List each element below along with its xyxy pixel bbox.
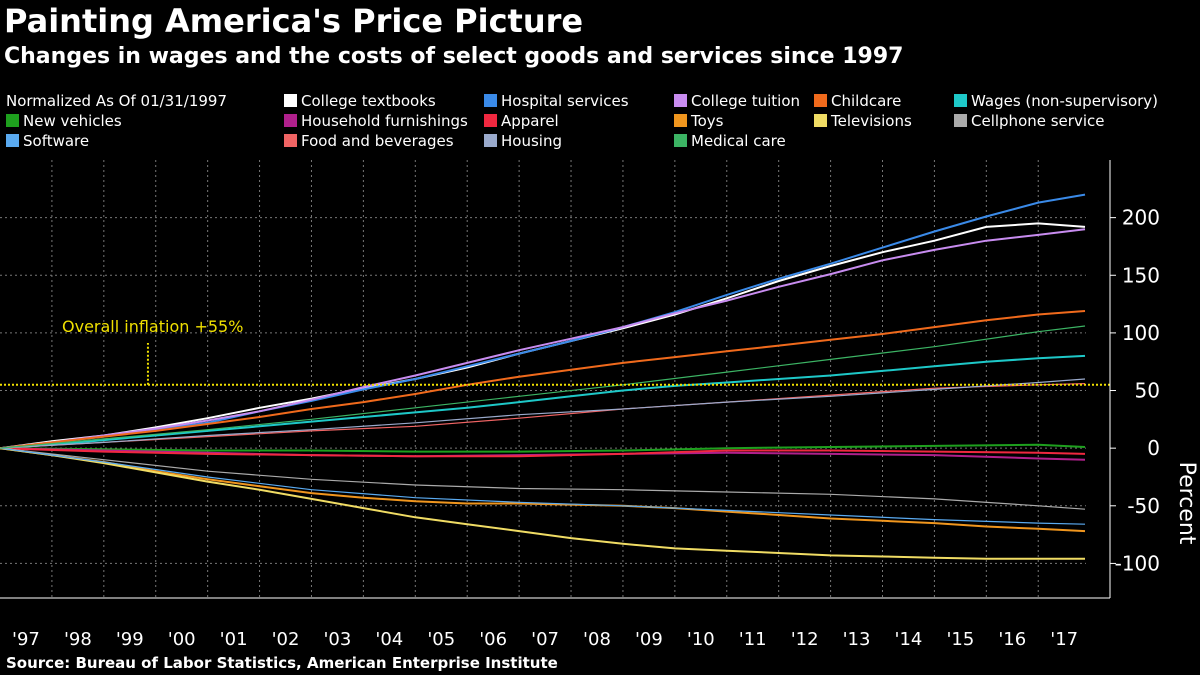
x-tick-label: '11 (739, 629, 767, 650)
line-chart: Overall inflation +55% 200 150 100 50 0 -50 -1… (0, 160, 1199, 650)
legend-item: New vehicles (6, 111, 122, 131)
legend-label: College textbooks (301, 92, 436, 110)
legend: Normalized As Of 01/31/1997 College text… (6, 91, 1196, 153)
inflation-annotation: Overall inflation +55% (62, 317, 243, 336)
x-tick-label: '05 (427, 629, 455, 650)
legend-label: Software (23, 132, 90, 150)
series-line (0, 447, 1086, 458)
legend-label: Food and beverages (301, 132, 454, 150)
series-line (0, 193, 1086, 450)
series-line (0, 447, 1085, 560)
legend-item: Household furnishings (284, 111, 468, 131)
source-note: Source: Bureau of Labor Statistics, Amer… (6, 654, 558, 672)
series-line (0, 443, 1086, 453)
x-tick-label: '10 (687, 629, 715, 650)
legend-item: Wages (non-supervisory) (954, 91, 1158, 111)
legend-swatch (284, 134, 297, 147)
legend-swatch (284, 114, 297, 127)
x-tick-label: '06 (479, 629, 507, 650)
series-lines (0, 193, 1086, 560)
series-line (0, 378, 1086, 449)
legend-label: Childcare (831, 92, 902, 110)
legend-item: Medical care (674, 131, 786, 151)
x-tick-label: '00 (168, 629, 196, 650)
y-tick-label: 0 (1147, 436, 1160, 460)
legend-swatch (484, 94, 497, 107)
x-tick-label: '14 (895, 629, 923, 650)
legend-swatch (674, 134, 687, 147)
grid (0, 160, 1086, 598)
legend-item: Cellphone service (954, 111, 1104, 131)
y-tick-label: -50 (1127, 494, 1160, 518)
legend-item: Software (6, 131, 89, 151)
legend-swatch (284, 94, 297, 107)
series-line (0, 325, 1086, 449)
x-tick-label: '08 (583, 629, 611, 650)
legend-swatch (6, 134, 19, 147)
series-line (0, 383, 1086, 449)
x-tick-label: '99 (116, 629, 144, 650)
legend-label: Wages (non-supervisory) (971, 92, 1159, 110)
x-tick-label: '17 (1050, 629, 1078, 650)
legend-swatch (814, 114, 827, 127)
chart-subtitle: Changes in wages and the costs of select… (4, 44, 904, 69)
x-tick-label: '12 (791, 629, 819, 650)
y-tick-label: 200 (1122, 206, 1160, 230)
legend-label: Televisions (831, 112, 912, 130)
legend-swatch (484, 134, 497, 147)
series-line (0, 354, 1086, 450)
y-tick-label: -100 (1115, 551, 1160, 575)
legend-label: Household furnishings (301, 112, 468, 130)
y-axis-label: Percent (1174, 462, 1199, 545)
y-tick-label: 100 (1122, 321, 1160, 345)
axes: 200 150 100 50 0 -50 -100 '97 '98 '99 '00 '01 '02 '03… (0, 160, 1160, 650)
legend-item: Apparel (484, 111, 559, 131)
x-tick-label: '09 (635, 629, 663, 650)
legend-label: New vehicles (23, 112, 122, 130)
series-line (0, 228, 1086, 450)
legend-item: Hospital services (484, 91, 629, 111)
series-line (0, 310, 1086, 450)
series-line (0, 447, 1086, 510)
x-tick-label: '13 (843, 629, 871, 650)
x-tick-label: '03 (323, 629, 351, 650)
legend-item: College tuition (674, 91, 800, 111)
legend-item: Televisions (814, 111, 912, 131)
x-tick-label: '04 (375, 629, 403, 650)
legend-swatch (674, 114, 687, 127)
x-tick-label: '97 (12, 629, 40, 650)
y-tick-label: 150 (1122, 263, 1160, 287)
x-tick-label: '98 (64, 629, 92, 650)
legend-swatch (954, 94, 967, 107)
legend-label: Toys (691, 112, 724, 130)
legend-swatch (6, 114, 19, 127)
legend-label: College tuition (691, 92, 801, 110)
legend-swatch (484, 114, 497, 127)
legend-swatch (814, 94, 827, 107)
y-tick-label: 50 (1135, 379, 1160, 403)
chart-title: Painting America's Price Picture (4, 2, 584, 40)
series-line (0, 447, 1086, 525)
series-line (0, 447, 1086, 533)
legend-item: Toys (674, 111, 723, 131)
legend-label: Hospital services (501, 92, 629, 110)
annotation-group: Overall inflation +55% (0, 317, 1110, 386)
legend-label: Apparel (501, 112, 559, 130)
legend-swatch (674, 94, 687, 107)
legend-swatch (954, 114, 967, 127)
legend-item: College textbooks (284, 91, 436, 111)
x-tick-label: '15 (946, 629, 974, 650)
x-tick-label: '01 (220, 629, 248, 650)
normalized-note: Normalized As Of 01/31/1997 (6, 92, 227, 110)
legend-label: Housing (501, 132, 562, 150)
x-tick-label: '16 (998, 629, 1026, 650)
legend-item: Food and beverages (284, 131, 454, 151)
legend-label: Medical care (691, 132, 786, 150)
legend-label: Cellphone service (971, 112, 1105, 130)
legend-item: Housing (484, 131, 562, 151)
legend-item: Childcare (814, 91, 901, 111)
x-tick-label: '02 (272, 629, 300, 650)
x-tick-label: '07 (531, 629, 559, 650)
